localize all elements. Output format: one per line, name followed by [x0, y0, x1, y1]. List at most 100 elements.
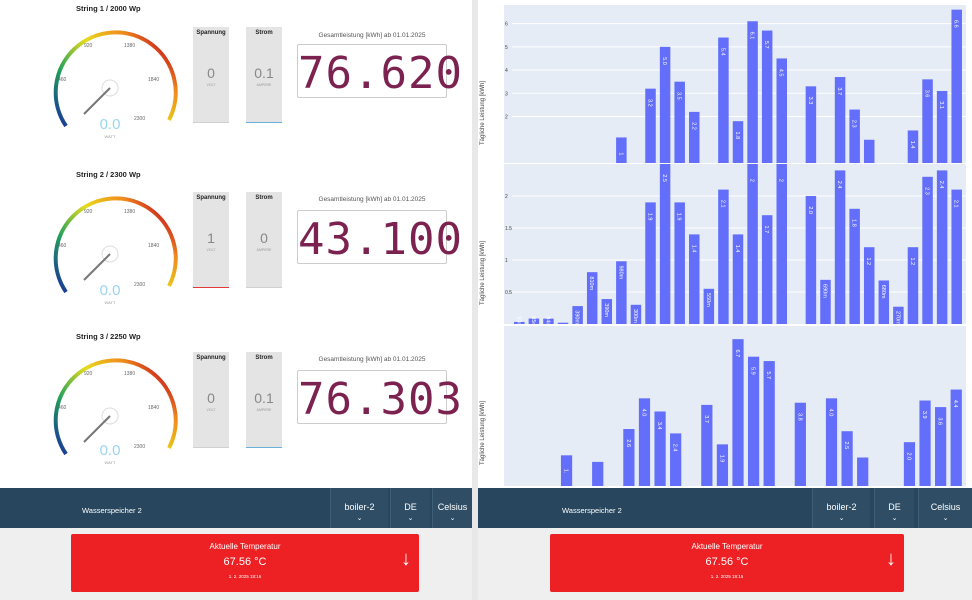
bar[interactable] — [776, 164, 787, 324]
bar[interactable] — [701, 404, 713, 486]
bar[interactable] — [794, 402, 806, 486]
string-1-gauge-value: 0.0 — [99, 116, 121, 133]
bar[interactable] — [514, 321, 525, 324]
bar[interactable] — [936, 90, 948, 163]
string-2-gauge: 460 920 1380 1840 2300 — [53, 196, 178, 294]
bar[interactable] — [718, 37, 729, 163]
bar-data-label: 2.4 — [836, 181, 842, 189]
language-select-left[interactable]: DE ⌄ — [390, 488, 430, 528]
bar[interactable] — [718, 189, 729, 324]
bar[interactable] — [878, 280, 890, 324]
bar[interactable] — [841, 431, 853, 486]
bar[interactable] — [732, 121, 744, 163]
string-3-gauge-unit: WATT — [104, 460, 116, 465]
bar[interactable] — [689, 111, 700, 163]
bar[interactable] — [776, 58, 787, 163]
bar-data-label: 1.8 — [734, 132, 740, 140]
string-1-title: String 1 / 2000 Wp — [76, 4, 141, 13]
svg-text:2300: 2300 — [134, 116, 145, 122]
bar[interactable] — [616, 137, 627, 163]
bar[interactable] — [935, 407, 947, 486]
bar[interactable] — [645, 202, 656, 324]
bar[interactable] — [763, 361, 775, 486]
bar[interactable] — [557, 322, 569, 324]
bar[interactable] — [586, 272, 598, 324]
string-3-strom: Strom 0.1 AMPERE — [246, 352, 282, 448]
daily-chart-1-plot: 2 3 4 5 6 1 3.2 5.0 3.5 2.2 5.4 1.8 6.1 5.7 4.5 3.3 3.7 2… — [505, 9, 966, 163]
bar[interactable] — [863, 247, 875, 324]
temperature-value-right: 67.56 °C — [705, 556, 749, 568]
bar[interactable] — [716, 444, 729, 486]
bar[interactable] — [560, 455, 573, 486]
bar-data-label: 2 — [749, 179, 755, 182]
bar[interactable] — [703, 288, 715, 324]
language-select-right[interactable]: DE ⌄ — [874, 488, 914, 528]
bar[interactable] — [907, 247, 919, 324]
bar[interactable] — [922, 176, 933, 324]
bar-data-label: 2.5 — [661, 174, 667, 182]
string-1-gauge: 460 920 1380 1840 2300 — [53, 30, 178, 128]
unit-select-left[interactable]: Celsius ⌄ — [432, 488, 472, 528]
bar[interactable] — [659, 46, 671, 163]
bar-data-label: 2.3 — [924, 187, 930, 195]
bar[interactable] — [857, 457, 869, 486]
string-3-energy-display: 76.303 — [297, 370, 462, 425]
bar-data-label: 3.6 — [924, 90, 930, 98]
bar[interactable] — [951, 189, 962, 324]
bar[interactable] — [950, 389, 962, 486]
string-1-energy-value: 76.620 — [298, 48, 463, 99]
bar[interactable] — [903, 442, 916, 486]
bar[interactable] — [630, 304, 642, 324]
bar[interactable] — [732, 234, 744, 324]
string-2-energy-label: Gesamtleistung [kWh] ab 01.01.2025 — [318, 196, 426, 203]
bar[interactable] — [761, 30, 773, 163]
bar[interactable] — [670, 433, 682, 486]
boiler-select-right[interactable]: boiler-2 ⌄ — [812, 488, 870, 528]
bar-data-label: 2.5 — [843, 442, 849, 450]
bar[interactable] — [922, 79, 933, 163]
bar[interactable] — [936, 170, 948, 324]
bar[interactable] — [645, 88, 656, 163]
bar-data-label: 1.9 — [647, 213, 653, 221]
unit-select-right[interactable]: Celsius ⌄ — [918, 488, 972, 528]
bar[interactable] — [849, 109, 860, 163]
bar[interactable] — [863, 139, 875, 163]
bar[interactable] — [834, 170, 846, 324]
bar[interactable] — [659, 164, 671, 324]
arrow-down-icon: ↓ — [401, 548, 411, 570]
bar[interactable] — [623, 429, 635, 486]
bar[interactable] — [907, 130, 919, 163]
bar[interactable] — [834, 77, 846, 163]
bar[interactable] — [654, 411, 666, 486]
bar[interactable] — [689, 234, 700, 324]
bar[interactable] — [761, 215, 773, 324]
bar[interactable] — [572, 306, 583, 324]
bar[interactable] — [592, 461, 604, 486]
bar[interactable] — [825, 398, 838, 486]
bar[interactable] — [638, 398, 651, 486]
bar-data-label: 270m — [894, 311, 900, 324]
bar[interactable] — [820, 279, 831, 324]
bar[interactable] — [805, 196, 817, 324]
bar[interactable] — [616, 261, 627, 324]
bar[interactable] — [543, 318, 554, 324]
bar-data-label: 5.7 — [763, 41, 769, 49]
bar[interactable] — [747, 21, 758, 163]
bar[interactable] — [919, 400, 931, 486]
bar[interactable] — [747, 356, 760, 486]
bar[interactable] — [732, 339, 744, 486]
bar-data-label: 2 — [778, 179, 784, 182]
bar[interactable] — [805, 86, 817, 163]
bar[interactable] — [747, 164, 758, 324]
temperature-time-right: 1. 2. 2025 18:15 — [710, 574, 744, 579]
bar[interactable] — [674, 81, 685, 163]
bar[interactable] — [951, 9, 962, 163]
bar-data-label: 2.4 — [938, 181, 944, 189]
bar[interactable] — [849, 208, 860, 324]
bar[interactable] — [893, 306, 904, 324]
chart-3-ylabel: Tägliche Leistung [kWh] — [480, 400, 486, 465]
bar[interactable] — [674, 202, 685, 324]
bar[interactable] — [601, 299, 613, 324]
bar[interactable] — [528, 318, 540, 324]
boiler-select-left[interactable]: boiler-2 ⌄ — [330, 488, 388, 528]
